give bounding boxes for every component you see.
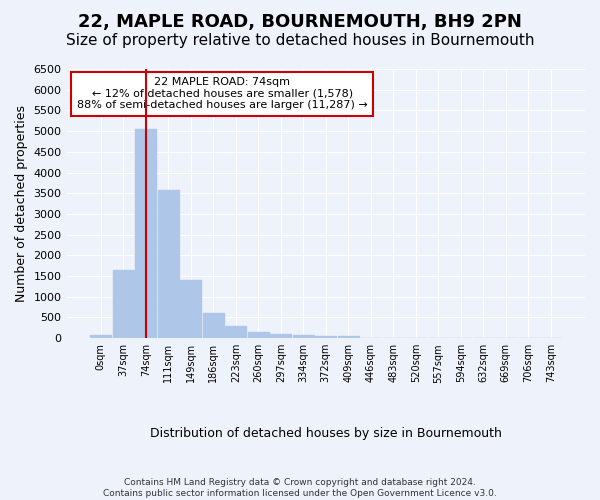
Text: 22, MAPLE ROAD, BOURNEMOUTH, BH9 2PN: 22, MAPLE ROAD, BOURNEMOUTH, BH9 2PN (78, 12, 522, 30)
Bar (315, 336, 337, 338)
Bar (203, 312, 224, 338)
Bar (270, 334, 292, 338)
Bar (135, 128, 157, 338)
Bar (338, 336, 359, 338)
Bar (293, 334, 314, 338)
X-axis label: Distribution of detached houses by size in Bournemouth: Distribution of detached houses by size … (150, 427, 502, 440)
Bar (180, 280, 202, 338)
Bar (225, 326, 247, 338)
Text: 22 MAPLE ROAD: 74sqm
← 12% of detached houses are smaller (1,578)
88% of semi-de: 22 MAPLE ROAD: 74sqm ← 12% of detached h… (77, 77, 367, 110)
Bar (113, 270, 134, 338)
Bar (90, 336, 112, 338)
Text: Contains HM Land Registry data © Crown copyright and database right 2024.
Contai: Contains HM Land Registry data © Crown c… (103, 478, 497, 498)
Text: Size of property relative to detached houses in Bournemouth: Size of property relative to detached ho… (66, 32, 534, 48)
Bar (248, 332, 269, 338)
Bar (158, 190, 179, 338)
Y-axis label: Number of detached properties: Number of detached properties (15, 105, 28, 302)
